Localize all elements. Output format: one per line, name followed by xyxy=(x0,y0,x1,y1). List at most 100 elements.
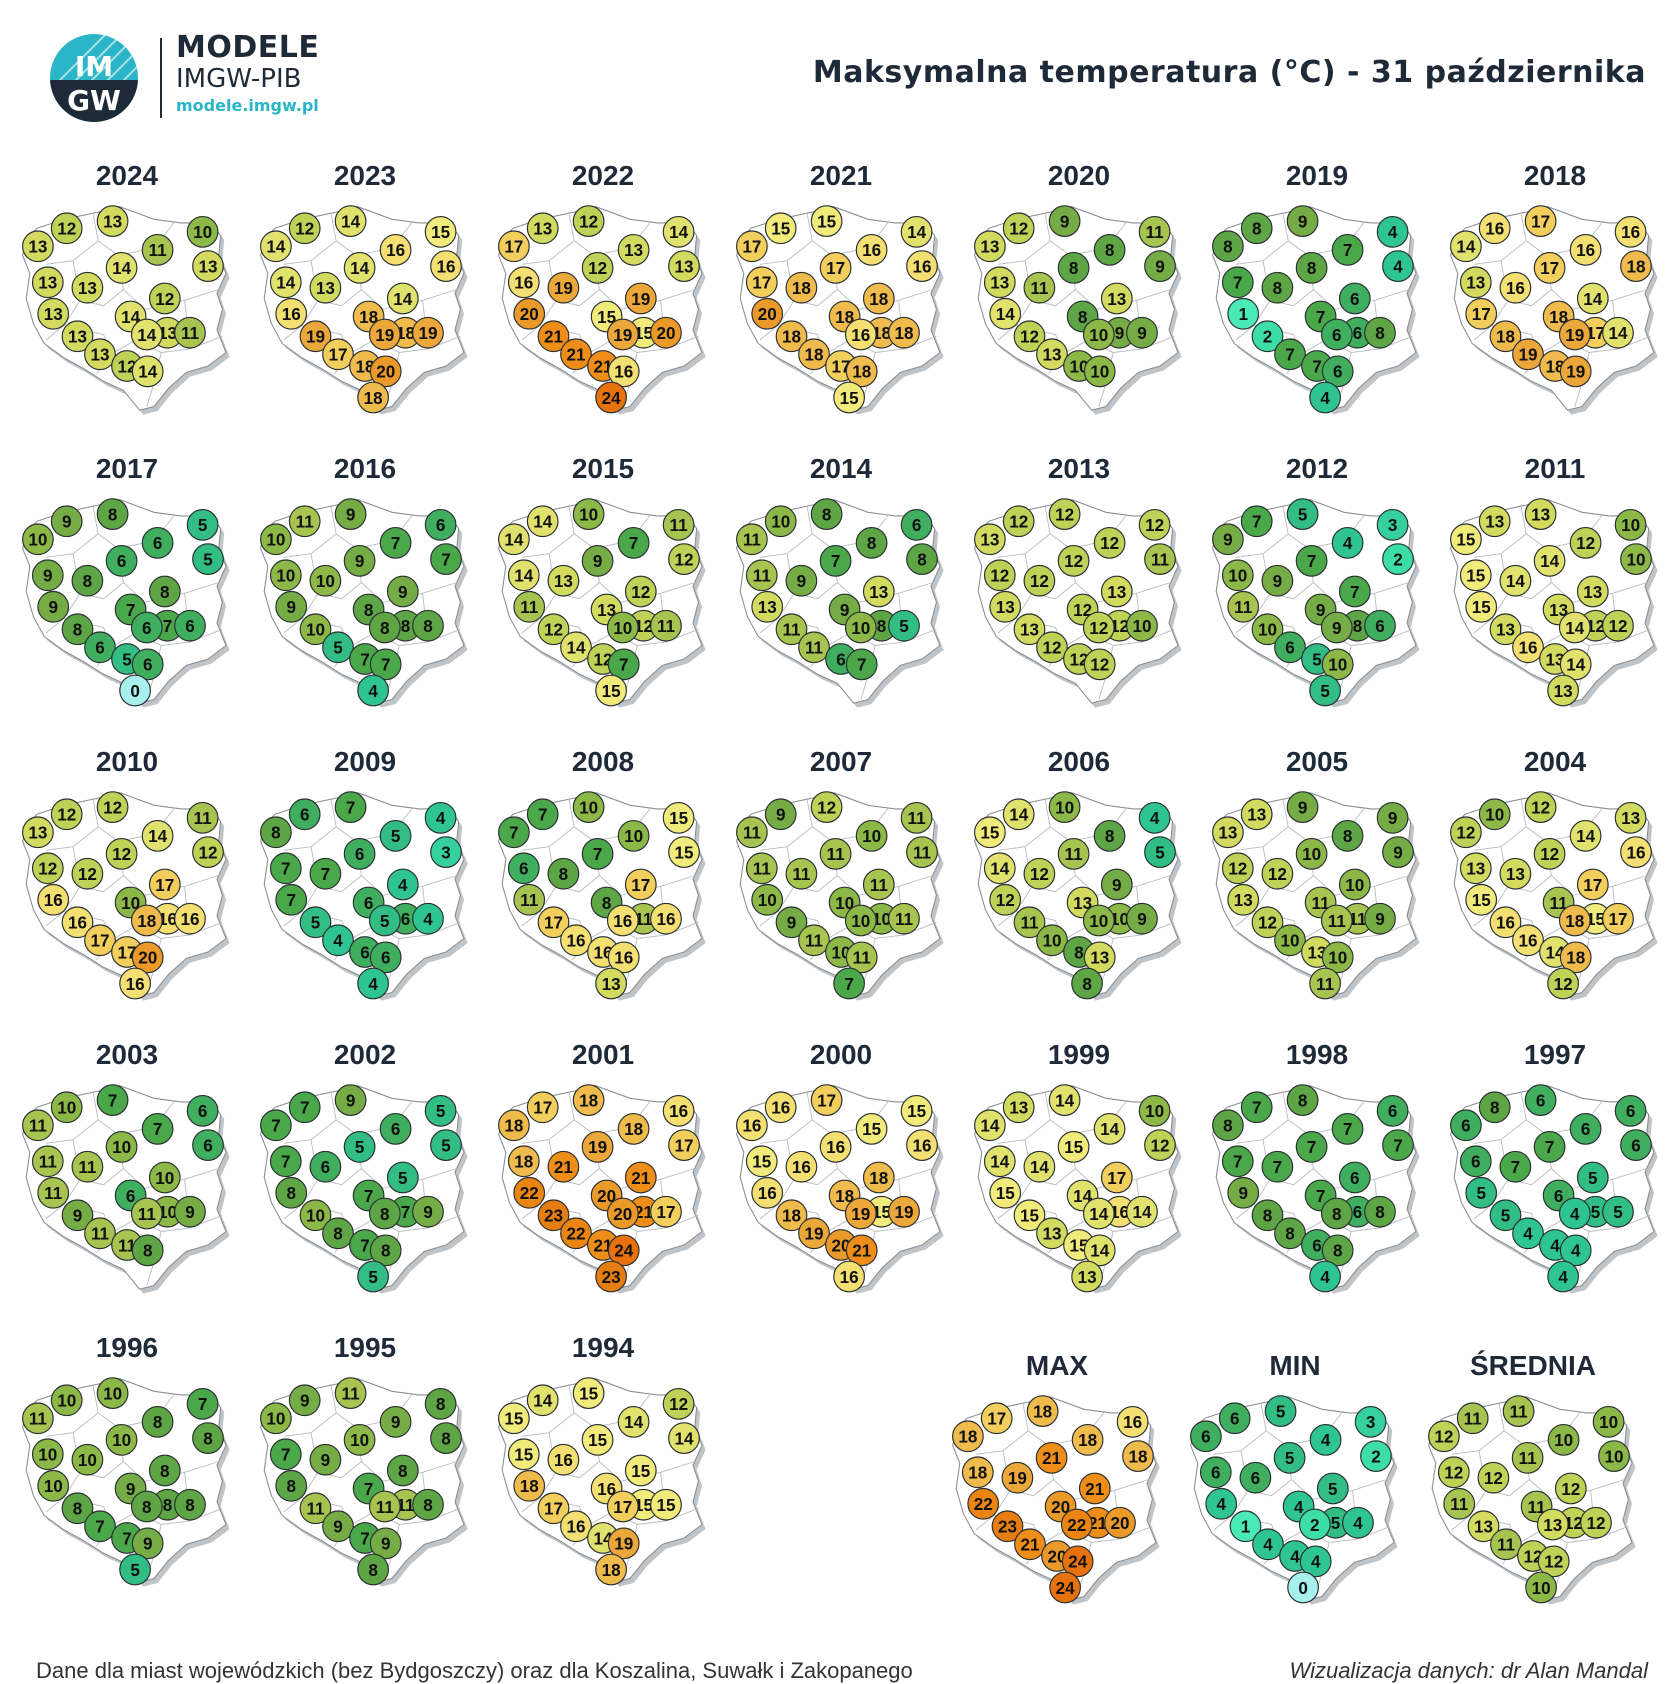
station-marker: 9 xyxy=(50,505,83,538)
station-marker: 12 xyxy=(148,282,181,315)
map-panel: 2006 14 10 15 8 4 5 14 12 11 9 13 10 12 11 10 8 10 13 9 8 xyxy=(962,746,1196,1016)
voivodeship-border xyxy=(975,1430,1029,1455)
station-value: 7 xyxy=(1252,1099,1262,1118)
station-circle xyxy=(1093,1113,1126,1145)
station-marker: 11 xyxy=(819,838,852,870)
station-marker: 10 xyxy=(148,1161,181,1194)
station-marker: 13 xyxy=(96,205,129,237)
station-circle xyxy=(1376,802,1409,834)
station-value: 9 xyxy=(346,505,356,524)
station-value: 13 xyxy=(1042,1225,1061,1244)
station-marker: 12 xyxy=(1554,1472,1587,1505)
logo-url[interactable]: modele.imgw.pl xyxy=(176,96,319,115)
station-marker: 12 xyxy=(1023,564,1056,597)
station-circle xyxy=(798,338,830,371)
station-circle xyxy=(322,631,354,664)
station-marker: 8 xyxy=(386,1454,419,1487)
station-value: 11 xyxy=(743,824,762,843)
station-value: 10 xyxy=(78,1451,97,1470)
station-marker: 9 xyxy=(31,559,64,592)
station-circle xyxy=(1459,1145,1492,1178)
station-circle xyxy=(1320,1197,1353,1230)
station-value: 15 xyxy=(1472,891,1492,910)
station-value: 11 xyxy=(913,843,932,862)
station-marker: 21 xyxy=(1014,1528,1046,1561)
station-circle xyxy=(1376,216,1409,248)
station-value: 7 xyxy=(1312,357,1322,376)
station-circle xyxy=(845,355,878,388)
station-marker: 17 xyxy=(810,1084,843,1116)
station-value: 18 xyxy=(958,1428,977,1447)
station-value: 9 xyxy=(1388,809,1398,828)
station-circle xyxy=(379,1406,412,1438)
station-value: 21 xyxy=(1020,1536,1040,1555)
station-value: 8 xyxy=(160,1462,170,1481)
station-value: 5 xyxy=(1298,505,1308,524)
station-marker: 12 xyxy=(1537,1545,1570,1578)
station-circle xyxy=(1071,967,1103,1000)
station-value: 15 xyxy=(980,824,1000,843)
station-value: 11 xyxy=(1550,894,1569,913)
map-panel: MIN 6 5 6 4 3 2 6 6 5 5 4 5 4 1 4 4 2 4 4 0 xyxy=(1178,1350,1412,1620)
station-circle xyxy=(1261,857,1294,890)
station-circle xyxy=(1320,904,1353,937)
station-value: 16 xyxy=(826,1138,845,1157)
station-marker: 13 xyxy=(31,266,64,299)
station-marker: 9 xyxy=(1126,316,1158,349)
station-circle xyxy=(1499,271,1532,304)
station-value: 14 xyxy=(1030,1158,1050,1177)
station-circle xyxy=(379,1113,412,1145)
station-marker: 6 xyxy=(1459,1145,1492,1178)
station-circle xyxy=(322,924,354,957)
station-circle xyxy=(617,820,650,852)
station-value: 21 xyxy=(631,1169,651,1188)
station-marker: 18 xyxy=(845,355,878,388)
station-circle xyxy=(1321,355,1354,388)
station-marker: 10 xyxy=(617,820,650,852)
station-marker: 11 xyxy=(1309,967,1341,1000)
station-value: 9 xyxy=(286,598,296,617)
station-marker: 6 xyxy=(1620,1129,1652,1161)
station-marker: 9 xyxy=(131,1527,164,1560)
station-value: 7 xyxy=(364,1480,374,1499)
station-marker: 18 xyxy=(1489,320,1522,353)
station-marker: 9 xyxy=(1048,205,1081,237)
station-marker: 4 xyxy=(1309,1424,1342,1456)
station-circle xyxy=(50,1384,83,1417)
station-marker: 10 xyxy=(105,1424,138,1456)
station-marker: 9 xyxy=(1227,1176,1260,1209)
station-circle xyxy=(560,1217,592,1250)
station-value: 16 xyxy=(1110,1203,1129,1222)
station-marker: 8 xyxy=(906,543,938,575)
station-circle xyxy=(192,1129,224,1161)
station-marker: 13 xyxy=(1499,857,1532,890)
station-value: 13 xyxy=(1621,809,1640,828)
station-marker: 10 xyxy=(751,883,784,916)
station-circle xyxy=(745,266,778,299)
station-marker: 13 xyxy=(1002,1091,1035,1124)
station-value: 5 xyxy=(899,617,909,636)
station-circle xyxy=(357,967,389,1000)
station-marker: 13 xyxy=(668,250,700,282)
station-value: 4 xyxy=(1290,1547,1300,1566)
station-circle xyxy=(50,798,83,831)
logo-title: MODELE xyxy=(176,30,320,65)
station-marker: 14 xyxy=(1093,1113,1126,1145)
station-marker: 6 xyxy=(309,1150,342,1183)
station-circle xyxy=(844,1197,877,1230)
station-value: 13 xyxy=(1107,583,1126,602)
station-value: 12 xyxy=(1228,860,1247,879)
station-value: 6 xyxy=(355,845,365,864)
station-marker: 21 xyxy=(547,1150,580,1183)
station-value: 10 xyxy=(1132,617,1151,636)
station-circle xyxy=(1057,1131,1090,1163)
station-marker: 11 xyxy=(186,802,219,834)
station-value: 13 xyxy=(1554,682,1573,701)
station-value: 10 xyxy=(1554,1431,1573,1450)
station-value: 6 xyxy=(836,650,846,669)
station-circle xyxy=(1126,609,1158,642)
station-marker: 12 xyxy=(581,252,614,284)
